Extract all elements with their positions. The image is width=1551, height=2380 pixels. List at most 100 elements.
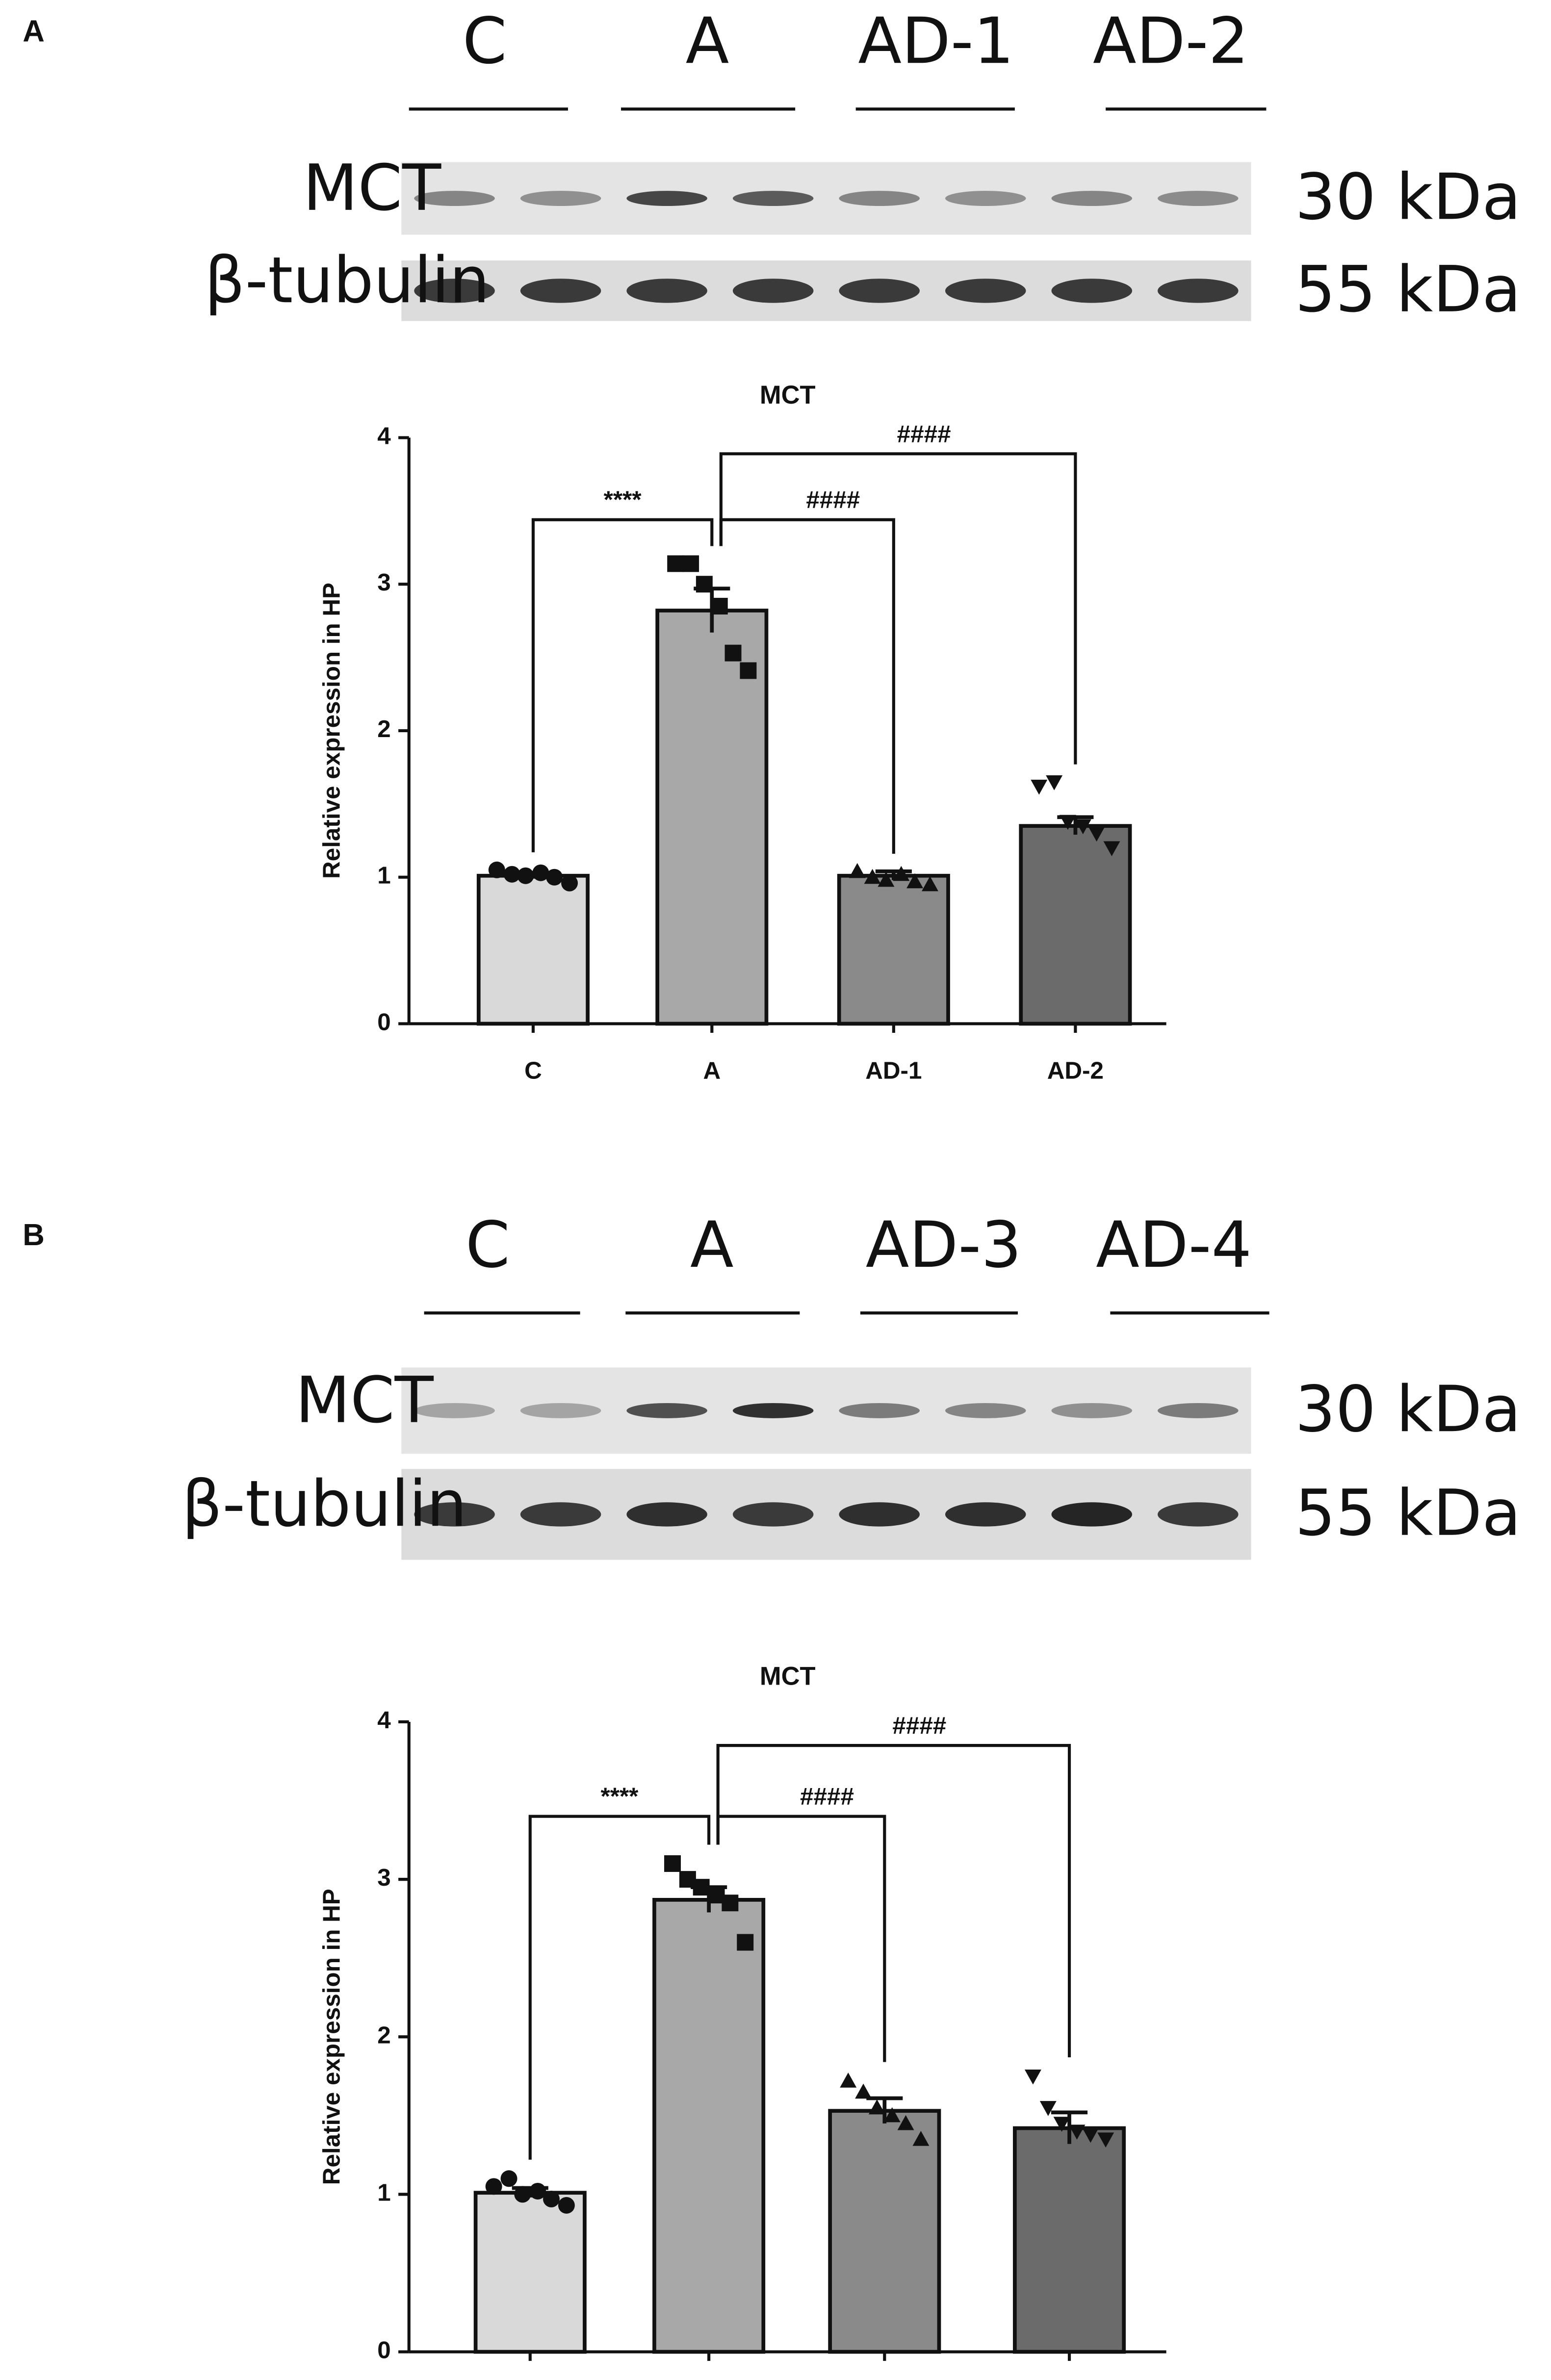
significance-label: **** [604,486,642,513]
y-tick-label: 2 [377,2022,390,2048]
y-tick-label: 4 [377,422,391,449]
data-point [737,1934,754,1951]
blot-band [626,1403,707,1418]
blot-band [945,1502,1026,1527]
data-point [543,2191,560,2208]
bar [652,1897,766,2354]
x-tick-label: C [524,1057,542,1084]
x-tick-label: AD-2 [1047,1057,1104,1084]
blot-band [1051,1502,1133,1527]
lane-group-label: C [465,1208,510,1282]
blot-band [1051,1403,1133,1418]
blot-band [1051,191,1133,206]
data-point [517,867,534,884]
y-tick-label: 0 [377,1008,390,1035]
x-tick-label: A [703,1057,721,1084]
row-size: 55 kDa [1295,253,1521,327]
blot-band [839,1502,920,1527]
blot-band [626,1502,707,1527]
data-point [561,874,578,892]
y-tick-label: 4 [377,1707,391,1734]
bar [476,873,590,1026]
data-point [878,871,895,887]
data-point [1039,2101,1057,2116]
blot-band [626,191,707,206]
row-name: β-tubulin [182,1467,467,1541]
lane-group-label: A [686,4,729,78]
row-size: 55 kDa [1295,1476,1521,1550]
x-tick-label: AD-1 [865,1057,922,1084]
data-point [558,2197,575,2214]
data-point [546,869,563,886]
data-point [912,2131,930,2146]
y-tick-label: 1 [377,2179,390,2206]
significance-label: #### [897,420,951,447]
data-point [1046,775,1063,791]
bar [473,2191,587,2354]
blot-band [520,1403,601,1418]
significance-label: #### [806,486,860,513]
data-point [893,866,910,881]
data-point [849,863,866,878]
blot-band [414,1502,495,1527]
bar [655,609,769,1026]
data-point [724,644,742,662]
blot-band [1158,279,1239,303]
data-point [532,864,549,881]
blot-band [945,279,1026,303]
bar [837,873,950,1026]
blot-band [839,191,920,206]
data-point [711,598,728,614]
blot-band [1158,1502,1239,1527]
lane-group-label: AD-4 [1096,1208,1252,1282]
lane-group-label: A [690,1208,734,1282]
data-point [1103,841,1120,856]
error-bar [866,2096,903,2124]
lane-group-label: AD-1 [858,4,1014,78]
bar [828,2109,941,2354]
y-tick-label: 3 [377,1864,390,1891]
lane-group-label: AD-2 [1093,4,1249,78]
blot-band [732,279,814,303]
blot-band [414,191,495,206]
data-point [868,2099,885,2115]
bar [1019,824,1132,1026]
panel-label: A [23,14,45,48]
blot-band [520,191,601,206]
significance-bracket [531,518,714,852]
significance-bracket [719,452,1077,765]
blot-band [626,279,707,303]
blot-band [732,191,814,206]
blot-band [839,1403,920,1418]
data-point [1074,819,1091,835]
data-point [921,876,938,892]
significance-bracket [716,1744,1071,2057]
blot-band [1158,191,1239,206]
data-point [864,869,881,884]
row-name: β-tubulin [205,243,490,317]
data-point [693,1879,710,1896]
chart-title: MCT [760,1662,816,1690]
data-point [485,2178,502,2195]
row-size: 30 kDa [1295,160,1521,234]
data-point [1088,826,1105,842]
y-axis-label: Relative expression in HP [318,1889,345,2185]
chart-title: MCT [760,381,816,409]
y-tick-label: 1 [377,862,390,889]
data-point [722,1894,739,1912]
error-bar [875,869,912,880]
blot-band [945,191,1026,206]
blot-band [945,1403,1026,1418]
data-point [1031,779,1048,795]
data-point [1068,2124,1086,2140]
data-point [840,2073,857,2088]
significance-label: **** [601,1783,639,1810]
data-point [1059,815,1076,830]
y-tick-label: 2 [377,716,390,742]
blot-strip [401,162,1251,235]
panel-label: B [23,1218,45,1252]
blot-band [414,1403,495,1418]
blot-band [732,1502,814,1527]
